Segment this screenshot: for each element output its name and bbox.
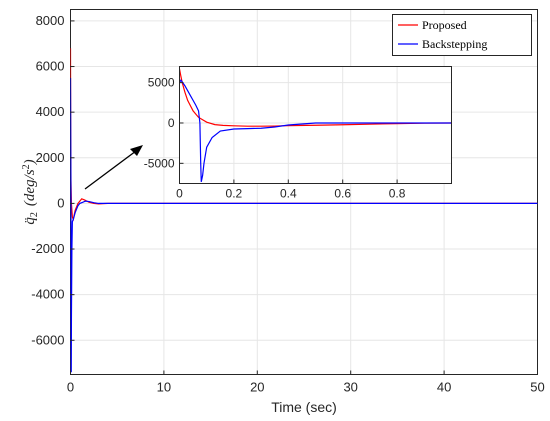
zoom-arrow	[84, 145, 143, 190]
inset-x-tick-label: 0.4	[280, 187, 297, 201]
inset-y-tick-label: 0	[168, 116, 175, 130]
inset-y-ticks: -5000 0 5000	[144, 76, 184, 170]
inset-y-tick-label: 5000	[148, 76, 175, 90]
main-grid	[70, 9, 538, 375]
main-y-tick-label: 2000	[36, 150, 65, 165]
main-x-tick-label: 40	[437, 380, 451, 395]
main-y-ticks: -6000 -4000 -2000 0 2000 4000 6000 8000	[31, 13, 75, 347]
main-y-tick-label: 6000	[36, 59, 65, 74]
legend-label-proposed: Proposed	[422, 18, 467, 32]
main-x-tick-label: 20	[250, 380, 264, 395]
inset-x-tick-label: 0	[176, 187, 183, 201]
main-x-tick-label: 50	[530, 380, 544, 395]
legend-box	[392, 14, 532, 56]
main-y-tick-label: 0	[57, 195, 64, 210]
inset-x-ticks: 0 0.2 0.4 0.6 0.8	[176, 179, 406, 201]
main-y-tick-label: -2000	[31, 241, 64, 256]
main-y-tick-label: -4000	[31, 287, 64, 302]
main-x-tick-label: 10	[157, 380, 171, 395]
inset-y-tick-label: -5000	[144, 156, 175, 170]
main-y-tick-label: 8000	[36, 13, 65, 28]
main-plot-area	[70, 9, 538, 375]
inset-x-tick-label: 0.6	[334, 187, 351, 201]
main-series	[70, 48, 538, 373]
main-x-tick-label: 0	[67, 380, 74, 395]
inset-x-tick-label: 0.8	[389, 187, 406, 201]
y-axis-label: q̈2(deg/s2)	[21, 159, 40, 224]
inset-plot-area	[179, 66, 452, 184]
main-series-backstepping	[70, 77, 538, 373]
inset-x-tick-label: 0.2	[226, 187, 243, 201]
inset-series-backstepping	[179, 79, 452, 183]
main-x-tick-label: 30	[343, 380, 357, 395]
legend-label-backstepping: Backstepping	[422, 37, 487, 51]
x-axis-label: Time (sec)	[271, 399, 337, 415]
main-y-tick-label: 4000	[36, 104, 65, 119]
inset-series	[179, 68, 452, 183]
main-x-ticks: 0 10 20 30 40 50	[67, 370, 545, 395]
legend: Proposed Backstepping	[392, 14, 532, 56]
main-y-tick-label: -6000	[31, 332, 64, 347]
inset-series-proposed	[179, 68, 452, 127]
